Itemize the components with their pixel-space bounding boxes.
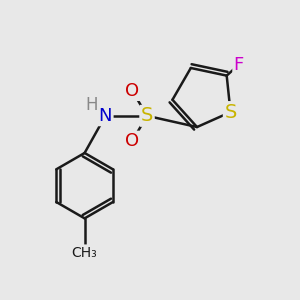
Text: S: S bbox=[141, 106, 153, 125]
Text: N: N bbox=[99, 107, 112, 125]
Text: O: O bbox=[125, 132, 139, 150]
Text: H: H bbox=[86, 96, 98, 114]
Text: CH₃: CH₃ bbox=[72, 245, 98, 260]
Text: S: S bbox=[224, 103, 237, 122]
Text: F: F bbox=[234, 56, 244, 74]
Text: O: O bbox=[125, 82, 139, 100]
